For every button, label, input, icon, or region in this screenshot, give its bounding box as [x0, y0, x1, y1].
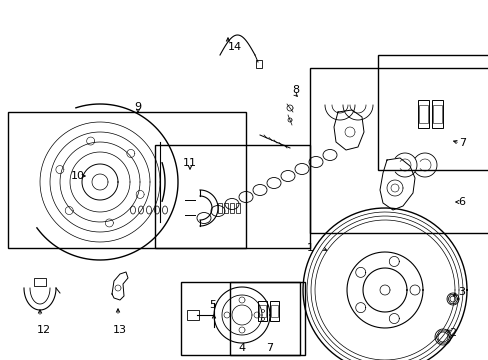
Text: 1: 1 [306, 243, 313, 253]
Text: 3: 3 [458, 287, 465, 297]
Text: 5: 5 [209, 300, 216, 310]
Text: 8: 8 [292, 85, 299, 95]
Text: 12: 12 [37, 325, 51, 335]
Bar [259, 305, 265, 317]
Text: 9: 9 [134, 102, 141, 112]
Bar [269, 301, 279, 321]
Bar [181, 282, 299, 355]
Text: 7: 7 [459, 138, 466, 148]
Text: 4: 4 [238, 343, 245, 353]
Bar [224, 203, 227, 213]
Bar [186, 310, 199, 320]
Bar [418, 105, 427, 123]
Text: 6: 6 [458, 197, 465, 207]
Bar [431, 100, 442, 128]
Bar [155, 145, 309, 248]
Text: 2: 2 [448, 328, 456, 338]
Bar [229, 203, 234, 213]
Bar [270, 305, 278, 317]
Text: 11: 11 [183, 158, 197, 168]
Bar [218, 203, 222, 213]
Text: 13: 13 [113, 325, 127, 335]
Bar [417, 100, 428, 128]
Text: 14: 14 [227, 42, 242, 52]
Text: 7: 7 [266, 343, 273, 353]
Bar [258, 301, 266, 321]
Bar [309, 68, 488, 233]
Bar [229, 282, 305, 355]
Bar [256, 60, 262, 68]
Text: 10: 10 [71, 171, 85, 181]
Bar [236, 203, 240, 213]
Bar [8, 112, 245, 248]
Bar [34, 278, 46, 286]
Bar [432, 105, 441, 123]
Bar [377, 55, 488, 170]
